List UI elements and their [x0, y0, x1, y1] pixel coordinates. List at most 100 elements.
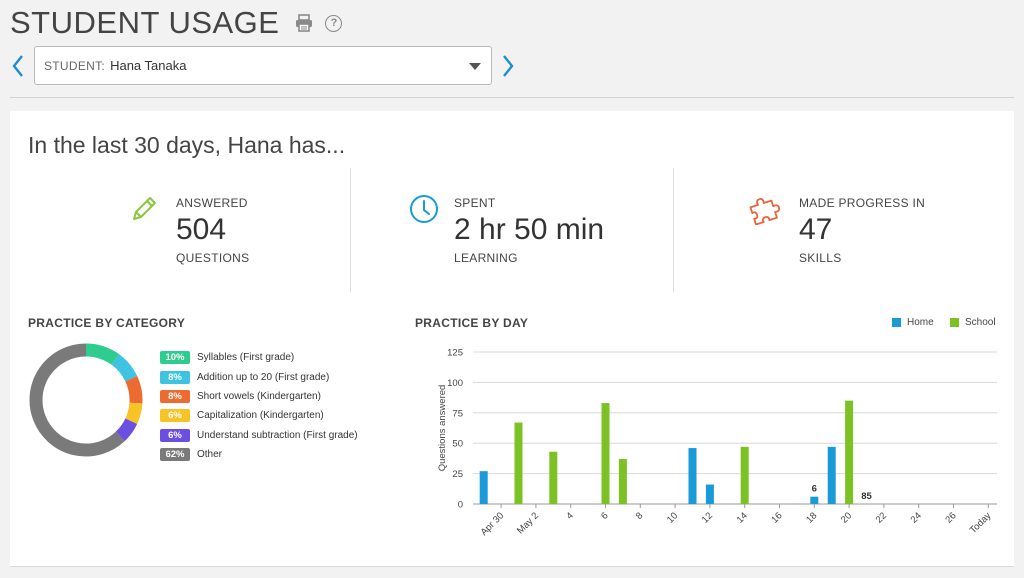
bar-school[interactable] — [601, 403, 610, 504]
chevron-right-icon[interactable] — [498, 46, 518, 85]
category-label: Understand subtraction (First grade) — [197, 429, 358, 441]
chevron-left-icon[interactable] — [8, 46, 28, 85]
bar-home[interactable] — [810, 496, 819, 504]
category-label: Capitalization (Kindergarten) — [197, 410, 324, 422]
category-label: Other — [197, 449, 223, 461]
x-tick-label: 6 — [599, 510, 611, 522]
data-label: 6 — [812, 484, 817, 495]
y-axis-label: Questions answered — [437, 385, 448, 472]
usage-panel: In the last 30 days, Hana has... ANSWERE… — [10, 111, 1014, 567]
category-percent-badge: 6% — [160, 409, 190, 423]
legend-home-swatch — [892, 318, 901, 327]
legend-home: Home — [892, 317, 934, 328]
stat-caption: MADE PROGRESS IN — [799, 196, 926, 210]
bar-home[interactable] — [479, 471, 488, 504]
category-label: Syllables (First grade) — [197, 352, 295, 364]
practice-by-day-chart: 0 25 50 75 100 125 Questions answered 6 85 Apr 30… — [437, 348, 997, 538]
header-divider — [10, 97, 1014, 98]
stat-value: 2 hr 50 min — [454, 213, 605, 246]
stat-unit: SKILLS — [799, 251, 842, 265]
category-legend: 10% Syllables (First grade) 8% Addition up … — [160, 348, 358, 464]
y-tick-label: 50 — [452, 439, 463, 450]
student-dropdown-value: Hana Tanaka — [110, 58, 187, 73]
category-donut — [28, 342, 144, 458]
clock-icon — [408, 193, 440, 225]
stat-caption: SPENT — [454, 196, 496, 210]
stat-spent: SPENT 2 hr 50 min LEARNING — [408, 168, 668, 292]
stat-progress: MADE PROGRESS IN 47 SKILLS — [748, 168, 998, 292]
category-legend-item: 6% Understand subtraction (First grade) — [160, 426, 358, 445]
bar-school[interactable] — [740, 446, 749, 504]
stat-unit: QUESTIONS — [176, 251, 250, 265]
donut-slice-2[interactable] — [125, 375, 143, 404]
printer-icon[interactable] — [293, 12, 315, 34]
y-tick-label: 0 — [458, 500, 463, 511]
category-legend-item: 8% Addition up to 20 (First grade) — [160, 367, 358, 386]
donut-slice-3[interactable] — [125, 402, 143, 425]
stat-caption: ANSWERED — [176, 196, 248, 210]
x-tick-label: 16 — [769, 510, 784, 525]
page-title: STUDENT USAGE — [10, 5, 280, 40]
x-tick-label: 12 — [700, 510, 715, 525]
category-legend-item: 8% Short vowels (Kindergarten) — [160, 387, 358, 406]
legend-school-label: School — [965, 317, 996, 328]
x-tick-label: May 2 — [515, 510, 541, 536]
stat-divider — [673, 168, 674, 292]
category-legend-item: 62% Other — [160, 445, 358, 464]
day-chart-title: PRACTICE BY DAY — [415, 316, 529, 330]
y-tick-label: 25 — [452, 469, 463, 480]
legend-home-label: Home — [907, 317, 934, 328]
summary-heading: In the last 30 days, Hana has... — [28, 132, 346, 158]
x-tick-label: 14 — [735, 510, 750, 525]
x-tick-label: 26 — [943, 510, 958, 525]
category-label: Short vowels (Kindergarten) — [197, 390, 321, 402]
category-label: Addition up to 20 (First grade) — [197, 371, 330, 383]
donut-slice-0[interactable] — [85, 343, 120, 365]
x-tick-label: Today — [968, 510, 994, 536]
stat-divider — [350, 168, 351, 292]
category-percent-badge: 6% — [160, 428, 190, 442]
category-percent-badge: 8% — [160, 370, 190, 384]
category-percent-badge: 8% — [160, 389, 190, 403]
question-circle-icon[interactable]: ? — [325, 14, 343, 32]
donut-slice-4[interactable] — [115, 418, 138, 442]
stat-answered: ANSWERED 504 QUESTIONS — [128, 168, 348, 292]
puzzle-icon — [748, 193, 781, 226]
x-tick-label: Apr 30 — [479, 510, 507, 538]
legend-school-swatch — [950, 318, 959, 327]
y-tick-label: 75 — [452, 408, 463, 419]
category-percent-badge: 10% — [160, 351, 190, 365]
category-percent-badge: 62% — [160, 448, 190, 462]
x-tick-label: 20 — [839, 510, 854, 525]
x-tick-label: 8 — [634, 510, 646, 522]
x-tick-label: 10 — [665, 510, 680, 525]
category-title: PRACTICE BY CATEGORY — [28, 316, 186, 330]
bar-school[interactable] — [845, 400, 854, 504]
x-tick-label: 22 — [874, 510, 889, 525]
student-navigator: STUDENT: Hana Tanaka — [8, 46, 518, 85]
page-header: STUDENT USAGE ? — [10, 4, 343, 42]
pencil-icon — [128, 193, 160, 225]
x-tick-label: 24 — [909, 510, 924, 525]
bar-home[interactable] — [688, 448, 697, 504]
y-tick-label: 125 — [447, 348, 463, 359]
data-label: 85 — [861, 491, 872, 502]
category-legend-item: 6% Capitalization (Kindergarten) — [160, 406, 358, 425]
stat-value: 504 — [176, 213, 227, 246]
bar-home[interactable] — [705, 484, 714, 504]
donut-slice-5[interactable] — [29, 343, 125, 457]
bar-home[interactable] — [827, 446, 836, 504]
legend-school: School — [950, 317, 996, 328]
stat-unit: LEARNING — [454, 251, 518, 265]
student-dropdown[interactable]: STUDENT: Hana Tanaka — [34, 46, 492, 85]
student-dropdown-label: STUDENT: — [44, 58, 106, 73]
caret-down-icon — [469, 63, 481, 70]
bar-school[interactable] — [549, 451, 558, 504]
y-tick-label: 100 — [447, 378, 463, 389]
bar-school[interactable] — [514, 422, 523, 504]
x-tick-label: 4 — [564, 510, 576, 522]
bar-school[interactable] — [618, 459, 627, 504]
stat-value: 47 — [799, 213, 833, 246]
x-tick-label: 18 — [804, 510, 819, 525]
donut-slice-1[interactable] — [111, 354, 138, 382]
